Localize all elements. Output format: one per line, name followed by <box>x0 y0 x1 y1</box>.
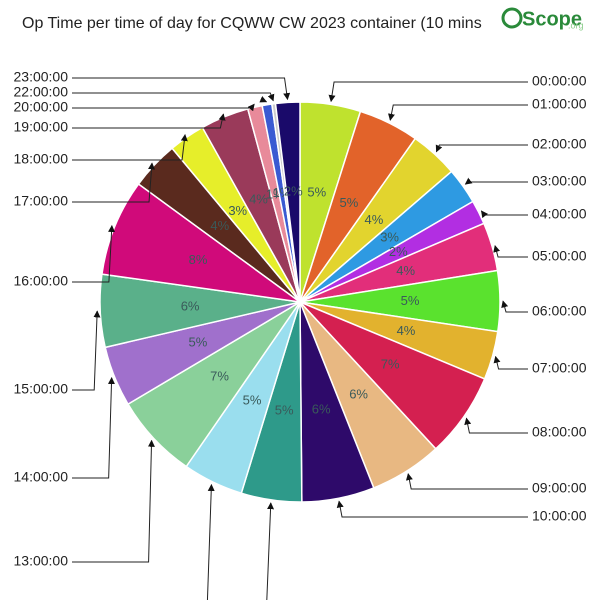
category-label: 01:00:00 <box>532 96 587 112</box>
value-label: 5% <box>243 392 262 407</box>
value-label: 4% <box>249 192 268 207</box>
leader-line <box>328 81 528 103</box>
leader-line <box>501 300 528 313</box>
value-label: 6% <box>181 298 200 313</box>
value-label: 7% <box>210 368 229 383</box>
value-label: 6% <box>312 401 331 416</box>
leader-line <box>72 377 115 479</box>
leader-line <box>464 177 528 185</box>
value-label: 2% <box>389 244 408 259</box>
leader-line <box>493 245 528 258</box>
leader-line <box>405 473 528 490</box>
value-label: 8% <box>189 252 208 267</box>
leader-line <box>72 92 275 102</box>
category-label: 09:00:00 <box>532 480 587 496</box>
value-label: 7% <box>381 356 400 371</box>
leader-line <box>266 502 275 600</box>
value-label: 6% <box>349 387 368 402</box>
pie-slice <box>274 101 301 303</box>
leader-line <box>435 144 528 153</box>
value-label: 2% <box>284 184 303 199</box>
value-label: 3% <box>380 230 399 245</box>
value-label: 5% <box>307 185 326 200</box>
category-label: 17:00:00 <box>14 193 69 209</box>
leader-line <box>72 310 101 391</box>
value-label: 4% <box>397 323 416 338</box>
category-label: 03:00:00 <box>532 173 587 189</box>
category-label: 06:00:00 <box>532 303 587 319</box>
category-label: 10:00:00 <box>532 508 587 524</box>
leader-line <box>493 355 528 370</box>
leader-line <box>72 224 116 283</box>
leader-line <box>72 162 156 203</box>
value-label: 5% <box>339 195 358 210</box>
category-label: 00:00:00 <box>532 73 587 89</box>
value-label: 5% <box>401 293 420 308</box>
value-label: 4% <box>210 218 229 233</box>
category-label: 08:00:00 <box>532 424 587 440</box>
leader-line <box>336 500 528 518</box>
value-label: 5% <box>275 402 294 417</box>
leader-line <box>72 103 255 112</box>
leader-line <box>72 133 188 161</box>
category-label: 23:00:00 <box>14 69 69 85</box>
chart-title: Op Time per time of day for CQWW CW 2023… <box>22 15 482 32</box>
logo: Scope <box>522 8 582 30</box>
leader-line <box>206 483 215 600</box>
category-label: 15:00:00 <box>14 381 69 397</box>
leader-line <box>72 113 226 129</box>
category-label: 19:00:00 <box>14 119 69 135</box>
category-label: 16:00:00 <box>14 273 69 289</box>
leader-line <box>72 439 155 563</box>
category-label: 18:00:00 <box>14 151 69 167</box>
category-label: 14:00:00 <box>14 469 69 485</box>
value-label: 4% <box>396 263 415 278</box>
category-label: 05:00:00 <box>532 248 587 264</box>
leader-line <box>481 210 528 219</box>
leader-line <box>259 96 268 103</box>
leader-line <box>72 77 291 101</box>
category-label: 07:00:00 <box>532 360 587 376</box>
category-label: 20:00:00 <box>14 99 69 115</box>
value-label: 4% <box>365 212 384 227</box>
value-label: 5% <box>189 334 208 349</box>
logo-sub: .org <box>568 20 584 30</box>
category-label: 13:00:00 <box>14 553 69 569</box>
category-label: 04:00:00 <box>532 206 587 222</box>
value-label: 3% <box>228 203 247 218</box>
leader-line <box>464 417 528 434</box>
category-label: 02:00:00 <box>532 136 587 152</box>
category-label: 22:00:00 <box>14 84 69 100</box>
logo-icon <box>501 7 523 29</box>
leader-line <box>388 104 528 121</box>
